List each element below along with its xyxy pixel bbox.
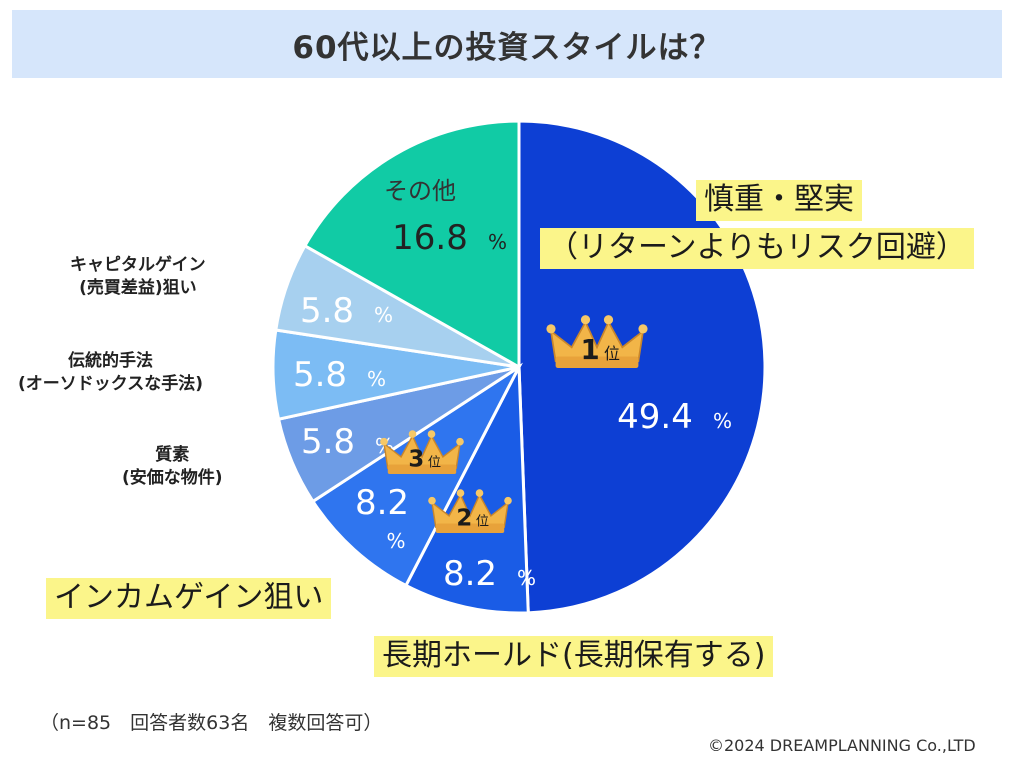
sample-note: （n=85 回答者数63名 複数回答可） xyxy=(40,712,383,734)
title-bar: 60代以上の投資スタイルは？ xyxy=(12,10,1002,78)
svg-text:3: 3 xyxy=(408,446,424,472)
svg-text:%: % xyxy=(374,303,393,327)
value-label-4: 5.8% xyxy=(293,355,386,395)
label-other: その他 xyxy=(384,177,456,205)
label-traditional: 伝統的手法 (オーソドックスな手法) xyxy=(18,351,204,394)
value-label-2: 8.2% xyxy=(355,483,409,553)
copyright: ©2024 DREAMPLANNING Co.,LTD xyxy=(708,736,976,755)
pie-slice-6 xyxy=(302,119,521,370)
value-label-1: 8.2% xyxy=(443,554,536,594)
svg-text:位: 位 xyxy=(428,454,441,470)
svg-text:%: % xyxy=(367,367,386,391)
svg-text:1: 1 xyxy=(580,333,599,366)
value-label-0: 49.4% xyxy=(617,397,732,437)
svg-text:%: % xyxy=(386,529,405,553)
label-cautious-sub: （リターンよりもリスク回避） xyxy=(540,228,974,269)
svg-text:%: % xyxy=(517,566,536,590)
svg-text:49.4: 49.4 xyxy=(617,397,693,437)
label-longterm: 長期ホールド(長期保有する) xyxy=(374,636,774,677)
svg-text:%: % xyxy=(713,409,732,433)
value-label-6: 16.8 % その他 xyxy=(384,177,507,258)
label-frugal: 質素 (安価な物件) xyxy=(122,445,223,488)
pie-slice-2 xyxy=(310,362,523,588)
svg-text:5.8: 5.8 xyxy=(293,355,347,395)
svg-text:2: 2 xyxy=(456,505,472,531)
svg-text:8.2: 8.2 xyxy=(355,483,409,523)
label-capital-gain: キャピタルゲイン (売買差益)狙い xyxy=(70,255,206,298)
label-cautious: 慎重・堅実 xyxy=(696,180,862,221)
svg-text:8.2: 8.2 xyxy=(443,554,497,594)
svg-text:5.8: 5.8 xyxy=(300,291,354,331)
svg-text:16.8: 16.8 xyxy=(392,218,468,258)
chart-title: 60代以上の投資スタイルは？ xyxy=(292,29,722,66)
value-label-5: 5.8% xyxy=(300,291,393,331)
pie-slice-1 xyxy=(403,361,530,615)
label-income: インカムゲイン狙い xyxy=(46,578,332,619)
svg-text:位: 位 xyxy=(476,513,489,529)
svg-text:5.8: 5.8 xyxy=(301,422,355,462)
svg-text:%: % xyxy=(488,230,507,254)
svg-text:位: 位 xyxy=(604,344,620,363)
